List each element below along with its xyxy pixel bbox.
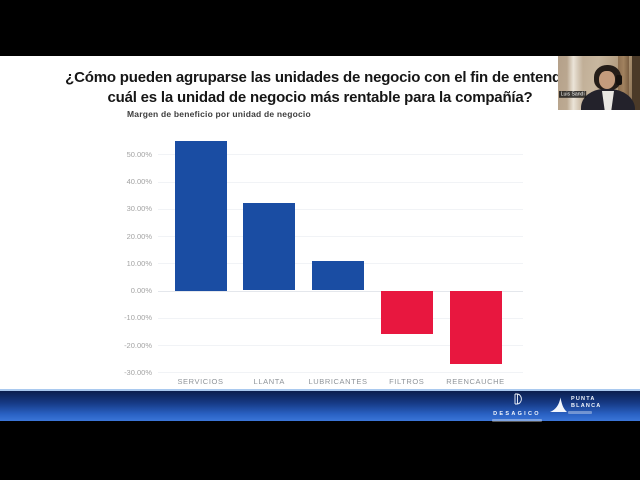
bar-servicios bbox=[174, 140, 227, 291]
x-axis-category-label: LUBRICANTES bbox=[308, 377, 368, 386]
participant-shirt bbox=[602, 91, 614, 110]
participant-name-label: Luis Sandí bbox=[559, 91, 587, 98]
punta-blanca-tagline-bar bbox=[568, 411, 592, 414]
y-axis-tick-label: -30.00% bbox=[124, 367, 152, 377]
y-axis-tick-label: 10.00% bbox=[126, 258, 152, 268]
headset-icon bbox=[616, 75, 622, 85]
gridline bbox=[158, 290, 523, 292]
punta-blanca-logo: PUNTA BLANCA bbox=[549, 396, 601, 414]
punta-blanca-wordmark-line-2: BLANCA bbox=[571, 402, 602, 409]
x-axis-category-label: REENCAUCHE bbox=[446, 377, 505, 386]
gridline bbox=[158, 154, 523, 156]
y-axis-tick-label: -10.00% bbox=[124, 313, 152, 323]
bar-lubricantes bbox=[312, 260, 364, 291]
x-axis-category-label: FILTROS bbox=[389, 377, 425, 386]
y-axis-tick-label: 30.00% bbox=[126, 204, 152, 214]
y-axis-tick-label: 20.00% bbox=[126, 231, 152, 241]
chart-title: Margen de beneficio por unidad de negoci… bbox=[127, 109, 311, 119]
gridline bbox=[158, 236, 523, 237]
desagico-tagline-bar bbox=[492, 419, 542, 422]
bar-chart-plot-area: 50.00% 40.00% 30.00% 20.00% 10.00% 0.00% -10.0… bbox=[124, 135, 523, 386]
x-axis-category-label: SERVICIOS bbox=[177, 377, 224, 386]
x-axis-category-label: LLANTA bbox=[253, 377, 285, 386]
desagico-wordmark: DESAGICO bbox=[493, 411, 541, 417]
bar-reencauche bbox=[449, 290, 502, 365]
gridline bbox=[158, 181, 523, 183]
gridline bbox=[158, 208, 523, 210]
gridline bbox=[158, 317, 523, 319]
participant-face bbox=[599, 71, 615, 89]
bar-llanta bbox=[243, 203, 296, 291]
desagico-monogram-icon bbox=[514, 393, 522, 405]
y-axis-tick-label: 50.00% bbox=[126, 149, 152, 159]
background-door-edge bbox=[567, 56, 583, 110]
gridline bbox=[158, 345, 523, 346]
slide-title: ¿Cómo pueden agruparse las unidades de n… bbox=[0, 68, 640, 108]
webcam-tile: Luis Sandí bbox=[558, 56, 640, 110]
punta-blanca-wordmark-line-1: PUNTA bbox=[571, 396, 596, 402]
desagico-logo: DESAGICO bbox=[492, 392, 542, 422]
presentation-slide: ¿Cómo pueden agruparse las unidades de n… bbox=[0, 56, 640, 422]
background-door-frame bbox=[618, 56, 629, 110]
y-axis-tick-label: 0.00% bbox=[130, 286, 152, 295]
footer-brand-bar: DESAGICO PUNTA BLANCA bbox=[0, 389, 640, 422]
background-dark-strip bbox=[632, 56, 640, 110]
y-axis-tick-label: 40.00% bbox=[126, 177, 152, 186]
shark-fin-icon bbox=[550, 397, 567, 412]
slide-title-line-2: cuál es la unidad de negocio más rentabl… bbox=[107, 89, 533, 106]
bar-filtros bbox=[380, 290, 433, 335]
gridline bbox=[158, 372, 523, 374]
slide-title-line-1: ¿Cómo pueden agruparse las unidades de n… bbox=[65, 69, 575, 86]
y-axis-tick-label: -20.00% bbox=[124, 340, 152, 350]
